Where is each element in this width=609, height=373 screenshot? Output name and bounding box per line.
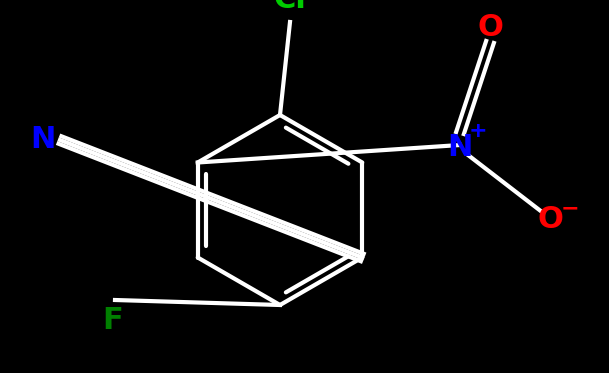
Text: N: N — [30, 125, 56, 154]
Text: N: N — [448, 132, 473, 162]
Text: Cl: Cl — [273, 0, 306, 14]
Text: +: + — [469, 121, 487, 141]
Text: O: O — [537, 206, 563, 235]
Text: O: O — [477, 13, 503, 43]
Text: −: − — [561, 198, 579, 218]
Text: F: F — [103, 306, 124, 335]
